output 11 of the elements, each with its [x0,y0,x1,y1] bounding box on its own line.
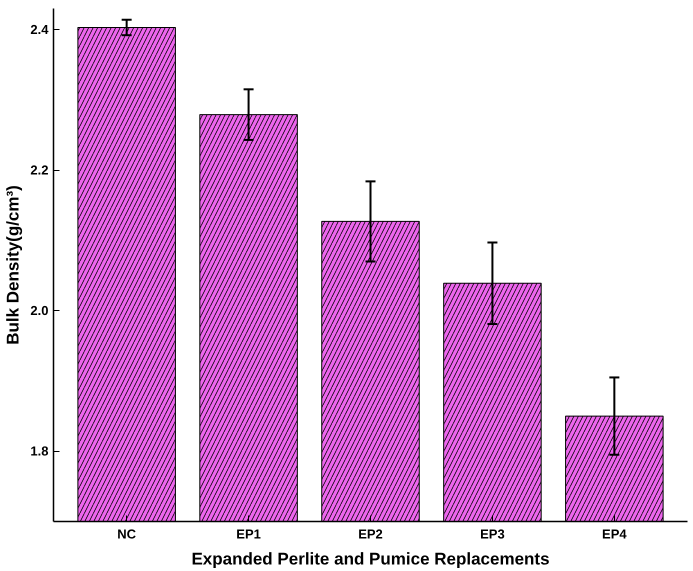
y-axis-title: Bulk Density(g/cm³) [3,185,22,345]
x-axis-title: Expanded Perlite and Pumice Replacements [191,550,550,568]
x-tick-label: EP2 [358,526,383,542]
x-tick-label: EP3 [480,526,505,542]
y-tick-label: 2.4 [30,22,50,38]
y-tick-label: 2.2 [30,162,49,178]
x-tick-label: EP1 [236,526,261,542]
x-tick-label: NC [117,526,137,542]
y-tick-label: 1.8 [30,444,49,459]
y-tick-label: 2.0 [30,303,49,318]
x-tick-label: EP4 [602,526,628,542]
